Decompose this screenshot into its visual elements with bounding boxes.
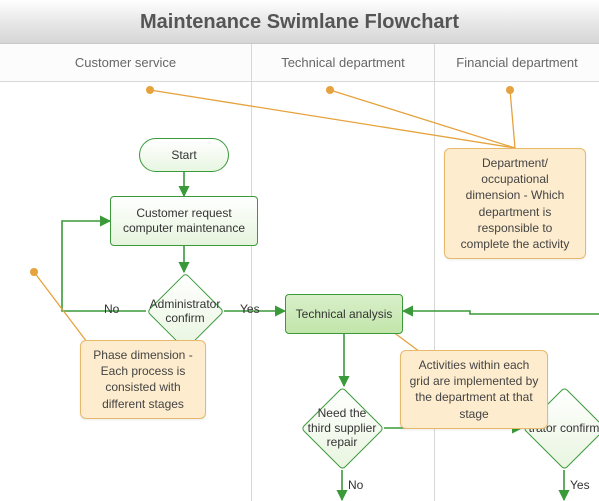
process-tech: Technical analysis <box>285 294 403 334</box>
callout-phase_dim: Phase dimension - Each process is consis… <box>80 340 206 419</box>
lane-header-customer: Customer service <box>0 44 251 82</box>
callout-dept_dim: Department/ occupational dimension - Whi… <box>444 148 586 259</box>
lane-header-financial: Financial department <box>435 44 599 82</box>
lane-customer-service: Customer service <box>0 44 252 501</box>
lane-header-technical: Technical department <box>252 44 434 82</box>
lane-technical: Technical department <box>252 44 435 501</box>
terminator-start: Start <box>139 138 229 172</box>
callout-activities: Activities within each grid are implemen… <box>400 350 548 429</box>
page-title: Maintenance Swimlane Flowchart <box>0 0 599 44</box>
swimlanes: Customer service Technical department Fi… <box>0 44 599 501</box>
title-text: Maintenance Swimlane Flowchart <box>140 11 459 33</box>
process-request: Customer request computer maintenance <box>110 196 258 246</box>
lane-financial: Financial department <box>435 44 599 501</box>
